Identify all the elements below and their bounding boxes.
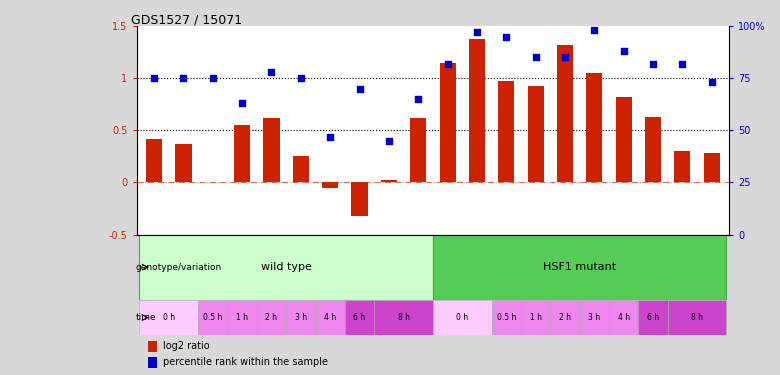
Text: GDS1527 / 15071: GDS1527 / 15071 [130, 13, 242, 26]
Bar [292, 156, 309, 183]
Text: time: time [136, 313, 157, 322]
Point [470, 30, 483, 36]
Bar [498, 81, 514, 183]
Bar [322, 183, 339, 188]
Bar [228, 300, 257, 336]
Bar [257, 300, 286, 336]
Bar [668, 300, 726, 336]
Bar [148, 341, 158, 351]
Text: 6 h: 6 h [647, 313, 659, 322]
Bar [587, 73, 602, 183]
Point [265, 69, 278, 75]
Bar [609, 300, 638, 336]
Point [236, 100, 248, 106]
Text: 2 h: 2 h [265, 313, 278, 322]
Text: 0 h: 0 h [163, 313, 175, 322]
Text: 0 h: 0 h [456, 313, 468, 322]
Bar [557, 45, 573, 183]
Text: 8 h: 8 h [691, 313, 703, 322]
Text: 1 h: 1 h [530, 313, 541, 322]
Text: 1 h: 1 h [236, 313, 248, 322]
Point [558, 54, 571, 60]
Point [148, 75, 161, 81]
Bar [352, 183, 367, 216]
Bar [638, 300, 668, 336]
Bar [264, 118, 279, 183]
Bar [234, 125, 250, 183]
Bar [439, 63, 456, 183]
Point [705, 80, 718, 86]
Point [588, 27, 601, 33]
Bar [146, 139, 162, 183]
Point [324, 134, 336, 140]
Bar [580, 300, 609, 336]
Bar [176, 144, 192, 183]
Text: genotype/variation: genotype/variation [136, 262, 222, 272]
Text: 0.5 h: 0.5 h [497, 313, 516, 322]
Bar [521, 300, 550, 336]
Bar [374, 300, 433, 336]
Text: 3 h: 3 h [295, 313, 307, 322]
Bar [550, 300, 580, 336]
Bar [433, 300, 491, 336]
Text: HSF1 mutant: HSF1 mutant [543, 262, 616, 272]
Bar [140, 300, 198, 336]
Point [676, 61, 689, 67]
Bar [527, 86, 544, 183]
Bar [148, 357, 158, 368]
Bar [286, 300, 316, 336]
Point [383, 138, 395, 144]
Bar [345, 300, 374, 336]
Text: 4 h: 4 h [618, 313, 629, 322]
Text: 6 h: 6 h [353, 313, 366, 322]
Text: percentile rank within the sample: percentile rank within the sample [163, 357, 328, 367]
Point [207, 75, 219, 81]
Point [295, 75, 307, 81]
Bar [645, 117, 661, 183]
Text: log2 ratio: log2 ratio [163, 341, 210, 351]
Bar [198, 300, 228, 336]
Bar [316, 300, 345, 336]
Bar [140, 234, 433, 300]
Point [647, 61, 659, 67]
Point [412, 96, 424, 102]
Bar [704, 153, 720, 183]
Bar [491, 300, 521, 336]
Bar [433, 234, 726, 300]
Bar [615, 97, 632, 183]
Point [500, 34, 512, 40]
Text: 4 h: 4 h [324, 313, 336, 322]
Bar [381, 180, 397, 183]
Point [441, 61, 454, 67]
Point [618, 48, 630, 54]
Bar [469, 39, 485, 183]
Point [177, 75, 190, 81]
Text: 2 h: 2 h [559, 313, 571, 322]
Bar [674, 151, 690, 183]
Point [530, 54, 542, 60]
Text: wild type: wild type [261, 262, 311, 272]
Bar [410, 118, 427, 183]
Text: 0.5 h: 0.5 h [203, 313, 222, 322]
Text: 8 h: 8 h [398, 313, 410, 322]
Point [353, 86, 366, 92]
Text: 3 h: 3 h [588, 313, 601, 322]
